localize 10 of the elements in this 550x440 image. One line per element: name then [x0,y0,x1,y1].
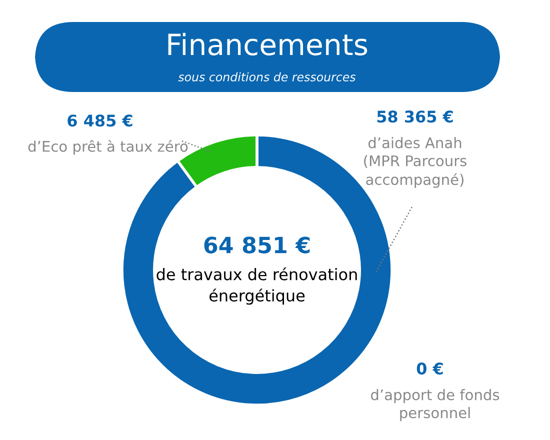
chart-subtitle: sous conditions de ressources [178,72,356,82]
text: 64 851 € [204,236,310,254]
category-label: d’apport de fonds personnel [370,389,500,422]
data-label: 6 485 € [68,114,132,127]
data-label: 58 365 € [377,110,453,123]
chart-title: Financements [168,32,368,56]
text: 0 € [416,362,443,375]
slice-label: d’Eco prêt à taux zéro [28,140,188,155]
text: de travaux de rénovation énergétique [156,267,357,305]
slice-label: d’aides Anah (MPR Parcours accompagné) [364,137,466,188]
